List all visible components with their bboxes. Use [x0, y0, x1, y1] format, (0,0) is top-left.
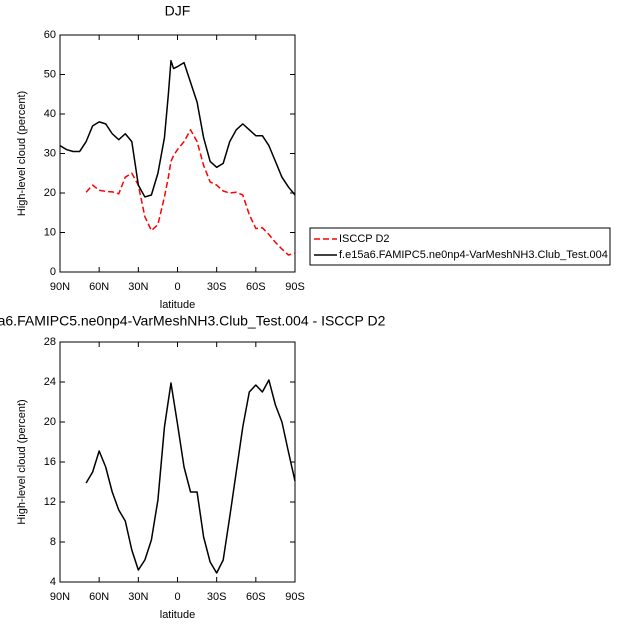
legend-box	[309, 227, 611, 266]
x-tick-label: 90N	[50, 281, 70, 293]
chart-title: DJF	[165, 3, 191, 19]
plot-frame	[59, 34, 296, 273]
y-tick-label: 40	[44, 108, 56, 120]
x-tick-label: 0	[174, 591, 180, 603]
x-tick-label: 0	[174, 281, 180, 293]
x-tick-label: 30S	[207, 281, 227, 293]
series-line	[59, 59, 296, 198]
x-tick-label: 90N	[50, 591, 70, 603]
y-tick-label: 24	[44, 376, 56, 388]
series-line	[85, 379, 296, 574]
series-line	[85, 129, 296, 256]
x-tick-label: 30N	[128, 281, 148, 293]
x-axis-label: latitude	[160, 299, 195, 311]
y-tick-label: 28	[44, 336, 56, 348]
y-tick-label: 60	[44, 29, 56, 41]
y-tick-label: 20	[44, 187, 56, 199]
x-tick-label: 60N	[89, 591, 109, 603]
y-axis-label: High-level cloud (percent)	[16, 91, 28, 216]
x-axis-label: latitude	[160, 609, 195, 621]
y-tick-label: 50	[44, 68, 56, 80]
y-tick-label: 10	[44, 226, 56, 238]
y-tick-label: 12	[44, 496, 56, 508]
y-tick-label: 0	[50, 266, 56, 278]
legend-label: ISCCP D2	[339, 233, 390, 245]
x-tick-label: 90S	[285, 591, 305, 603]
x-tick-label: 30N	[128, 591, 148, 603]
y-tick-label: 30	[44, 147, 56, 159]
y-tick-label: 8	[50, 536, 56, 548]
y-tick-label: 20	[44, 416, 56, 428]
y-axis-label: High-level cloud (percent)	[16, 399, 28, 524]
x-tick-label: 60S	[246, 281, 266, 293]
x-tick-label: 30S	[207, 591, 227, 603]
x-tick-label: 60S	[246, 591, 266, 603]
chart-title: a6.FAMIPC5.ne0np4-VarMeshNH3.Club_Test.0…	[0, 313, 386, 329]
y-tick-label: 16	[44, 456, 56, 468]
legend-label: f.e15a6.FAMIPC5.ne0np4-VarMeshNH3.Club_T…	[339, 249, 608, 261]
x-tick-label: 90S	[285, 281, 305, 293]
y-tick-label: 4	[50, 576, 56, 588]
x-tick-label: 60N	[89, 281, 109, 293]
